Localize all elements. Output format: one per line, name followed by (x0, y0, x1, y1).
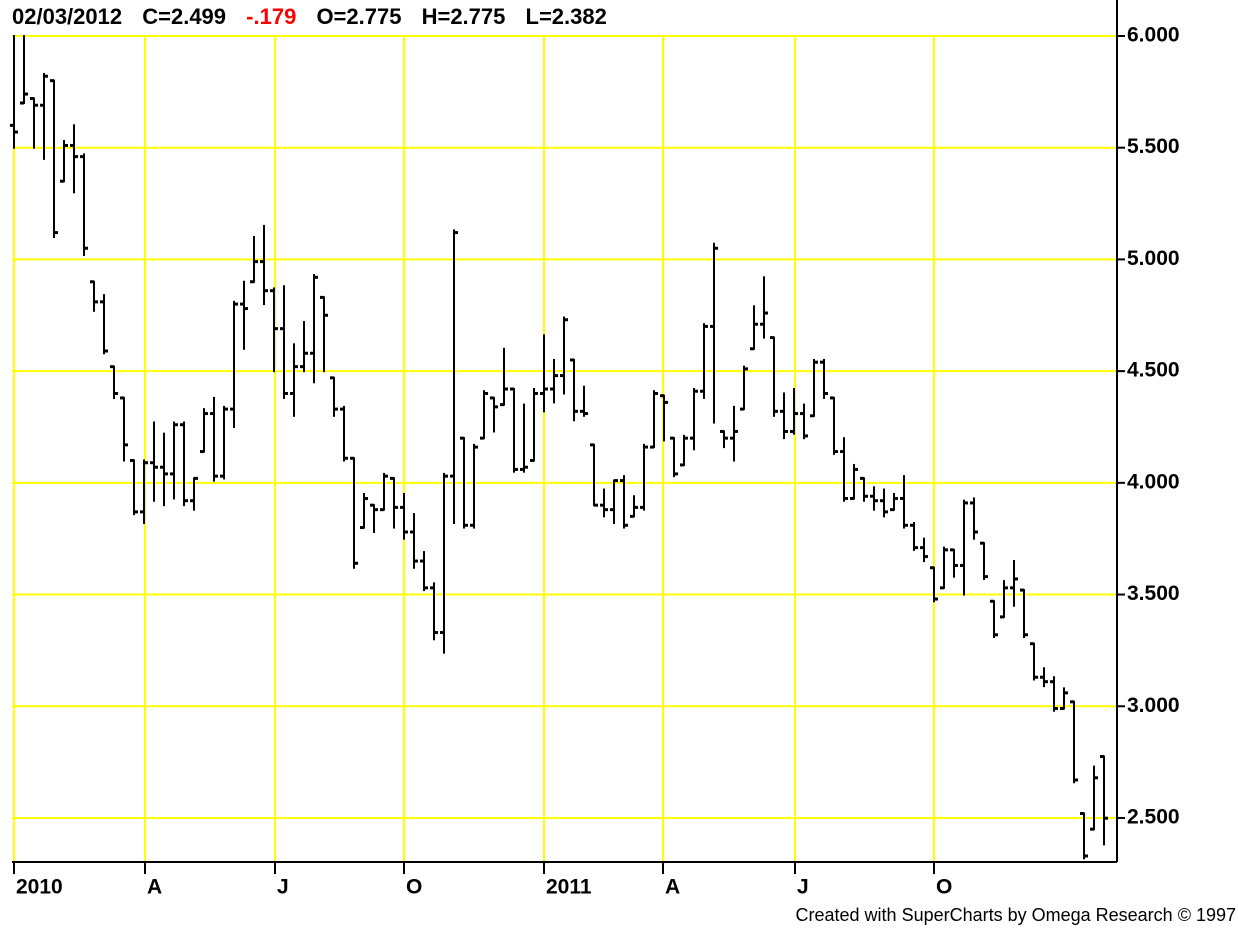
x-tick-label: O (936, 876, 952, 899)
header-date: 02/03/2012 (12, 4, 122, 29)
x-tick-label: A (147, 876, 162, 899)
footer: Created with SuperCharts by Omega Resear… (796, 905, 1236, 925)
x-tick-label: A (665, 876, 680, 899)
y-tick-label: 3.000 (1127, 694, 1180, 717)
y-tick-label: 5.500 (1127, 135, 1180, 158)
header-close: C=2.499 (142, 4, 226, 29)
price-bars (10, 34, 1108, 860)
grid (12, 34, 1117, 862)
y-tick-label: 5.000 (1127, 247, 1180, 270)
x-tick-label: J (277, 876, 289, 899)
y-tick-label: 4.500 (1127, 359, 1180, 382)
header-open: O=2.775 (316, 4, 401, 29)
axes: 2.500 3.000 3.500 4.000 4.500 5.000 5.500 6.000… (12, 0, 1180, 899)
y-tick-label: 6.000 (1127, 24, 1180, 47)
header-change: -.179 (246, 4, 296, 29)
y-tick-label: 4.000 (1127, 470, 1180, 493)
x-tick-label: J (797, 876, 809, 899)
header-high: H=2.775 (422, 4, 506, 29)
y-tick-label: 2.500 (1127, 806, 1180, 829)
header: 02/03/2012 C=2.499 -.179 O=2.775 H=2.775… (12, 4, 607, 29)
x-tick-label: 2011 (546, 876, 592, 899)
y-tick-label: 3.500 (1127, 582, 1180, 605)
header-low: L=2.382 (526, 4, 607, 29)
x-tick-label: 2010 (16, 876, 63, 899)
x-tick-label: O (406, 876, 422, 899)
